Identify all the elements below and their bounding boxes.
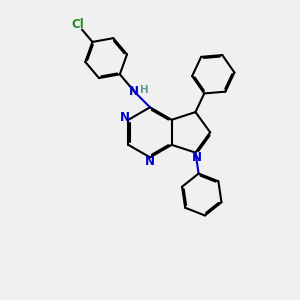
Text: Cl: Cl [71, 18, 84, 31]
Text: N: N [145, 155, 155, 168]
Text: H: H [140, 85, 149, 95]
Text: N: N [192, 151, 202, 164]
Text: N: N [119, 111, 129, 124]
Text: N: N [129, 85, 139, 98]
